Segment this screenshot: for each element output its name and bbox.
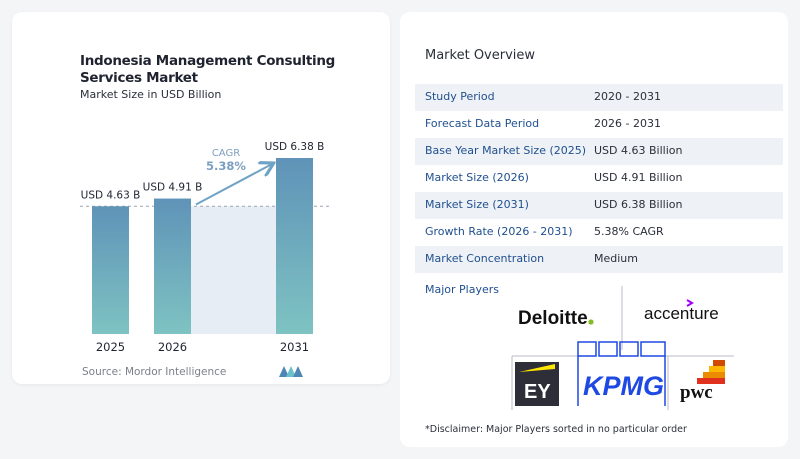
row-value: USD 6.38 Billion [594, 198, 683, 211]
bar-2025 [92, 206, 129, 334]
major-players-title: Major Players [425, 283, 499, 296]
mordor-logo-icon [278, 363, 304, 382]
row-value: USD 4.63 Billion [594, 144, 683, 157]
row-label: Market Size (2031) [425, 198, 529, 211]
accenture-arrow-icon [686, 299, 694, 307]
bar-chart: USD 4.63 B 2025 USD 4.91 B 2026 USD 6.38 B 20… [80, 141, 330, 354]
overview-row-study-period: Study Period 2020 - 2031 [415, 84, 783, 111]
major-players-logos: Deloitte. accenture EY KPMG pwc [511, 286, 734, 410]
data-label-2026: USD 4.91 B [143, 182, 203, 194]
row-label: Forecast Data Period [425, 117, 540, 130]
pwc-block [709, 366, 725, 372]
overview-row-growth-rate: Growth Rate (2026 - 2031) 5.38% CAGR [415, 219, 783, 246]
pwc-block [697, 378, 725, 384]
overview-row-market-size-2026: Market Size (2026) USD 4.91 Billion [415, 165, 783, 192]
overview-row-base-year: Base Year Market Size (2025) USD 4.63 Bi… [415, 138, 783, 165]
kpmg-box [577, 341, 597, 357]
pwc-logo-text: pwc [680, 382, 713, 403]
kpmg-box [598, 341, 618, 357]
overview-row-market-size-2031: Market Size (2031) USD 6.38 Billion [415, 192, 783, 219]
row-value: 2026 - 2031 [594, 117, 661, 130]
kpmg-logo-text: KPMG [583, 371, 664, 401]
disclaimer-note: *Disclaimer: Major Players sorted in no … [425, 424, 687, 435]
deloitte-logo-text: Deloitte. [518, 308, 593, 329]
overview-title: Market Overview [425, 48, 536, 63]
row-label: Growth Rate (2026 - 2031) [425, 225, 573, 238]
row-value: 5.38% CAGR [594, 225, 664, 238]
row-value: Medium [594, 252, 638, 265]
deloitte-dot-icon [588, 319, 594, 325]
pwc-block [713, 360, 725, 366]
x-tick-label-2031: 2031 [280, 340, 309, 354]
data-label-2031: USD 6.38 B [265, 141, 325, 153]
row-label: Market Concentration [425, 252, 545, 265]
deloitte-logo: Deloitte. [518, 308, 594, 329]
pwc-block [703, 372, 725, 378]
overview-row-forecast-period: Forecast Data Period 2026 - 2031 [415, 111, 783, 138]
source-note: Source: Mordor Intelligence [82, 366, 227, 378]
cagr-arrow [195, 164, 272, 206]
row-value: 2020 - 2031 [594, 90, 661, 103]
bar-2031 [276, 158, 313, 334]
overview-row-concentration: Market Concentration Medium [415, 246, 783, 273]
forecast-band [191, 206, 276, 334]
pwc-logo: pwc [680, 360, 725, 403]
kpmg-box [640, 341, 666, 357]
cagr-value: 5.38% [206, 159, 246, 173]
kpmg-box [619, 341, 639, 357]
row-value: USD 4.91 Billion [594, 171, 683, 184]
accenture-logo-text: accenture [644, 304, 719, 323]
row-label: Base Year Market Size (2025) [425, 144, 587, 157]
x-tick-label-2025: 2025 [96, 340, 125, 354]
row-label: Study Period [425, 90, 495, 103]
bar-2026 [154, 198, 191, 334]
cagr-label: CAGR [212, 148, 240, 159]
data-label-2025: USD 4.63 B [81, 189, 141, 201]
chart-title: Indonesia Management Consulting Services… [80, 53, 336, 86]
chart-subtitle: Market Size in USD Billion [80, 88, 222, 101]
accenture-logo: accenture [644, 299, 719, 323]
kpmg-logo: KPMG [577, 341, 666, 406]
row-label: Market Size (2026) [425, 171, 529, 184]
ey-logo-text: EY [524, 381, 551, 403]
ey-logo: EY [515, 362, 559, 406]
ey-beam-icon [519, 364, 555, 372]
x-tick-label-2026: 2026 [158, 340, 187, 354]
